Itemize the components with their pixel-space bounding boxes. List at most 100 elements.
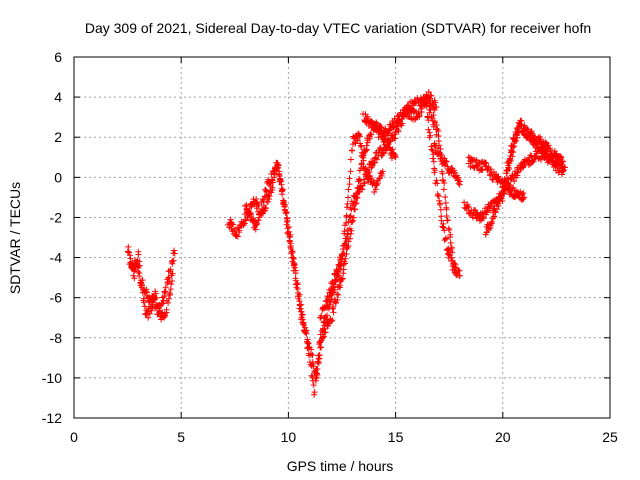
data-point: [428, 115, 435, 122]
data-point: [433, 121, 440, 128]
data-point: [155, 303, 162, 310]
data-point: [379, 168, 386, 175]
data-point: [163, 309, 170, 316]
data-point: [461, 199, 468, 206]
data-point: [514, 169, 521, 176]
data-point: [428, 146, 435, 153]
data-point: [520, 189, 527, 196]
data-point: [456, 178, 463, 185]
data-point: [152, 290, 159, 297]
data-point: [321, 325, 328, 332]
data-point: [424, 114, 431, 121]
data-point: [505, 159, 512, 166]
data-point: [335, 268, 342, 275]
data-point: [254, 220, 261, 227]
x-tick-label: 25: [602, 429, 618, 445]
data-point: [359, 186, 366, 193]
data-point: [300, 321, 307, 328]
data-point: [136, 270, 143, 277]
data-point: [511, 178, 518, 185]
data-points: [124, 88, 568, 398]
data-point: [324, 297, 331, 304]
data-point: [375, 125, 382, 132]
data-point: [378, 170, 385, 177]
data-point: [444, 163, 451, 170]
data-point: [344, 231, 351, 238]
data-point: [328, 318, 335, 325]
data-point: [296, 291, 303, 298]
data-point: [508, 149, 515, 156]
data-point: [322, 304, 329, 311]
data-point: [241, 220, 248, 227]
data-point: [141, 299, 148, 306]
data-point: [480, 215, 487, 222]
data-point: [320, 333, 327, 340]
data-point: [148, 307, 155, 314]
data-point: [438, 217, 445, 224]
data-point: [443, 204, 450, 211]
data-point: [408, 106, 415, 113]
data-point: [356, 176, 363, 183]
data-point: [423, 102, 430, 109]
data-point: [269, 184, 276, 191]
series-arc-4: [317, 130, 386, 321]
data-point: [316, 338, 323, 345]
data-point: [343, 251, 350, 258]
data-point: [255, 201, 262, 208]
data-point: [352, 201, 359, 208]
data-point: [265, 192, 272, 199]
data-point: [316, 352, 323, 359]
data-point: [170, 257, 177, 264]
data-point: [353, 190, 360, 197]
data-point: [542, 139, 549, 146]
data-point: [464, 201, 471, 208]
data-point: [330, 280, 337, 287]
data-point: [136, 262, 143, 269]
data-point: [559, 171, 566, 178]
data-point: [434, 180, 441, 187]
data-point: [430, 158, 437, 165]
data-point: [430, 112, 437, 119]
data-point: [331, 286, 338, 293]
data-point: [284, 217, 291, 224]
data-point: [504, 174, 511, 181]
data-point: [168, 281, 175, 288]
data-point: [262, 205, 269, 212]
data-point: [561, 164, 568, 171]
data-point: [358, 149, 365, 156]
data-point: [124, 248, 131, 255]
data-point: [443, 212, 450, 219]
data-point: [354, 184, 361, 191]
data-point: [508, 189, 515, 196]
x-tick-label: 5: [177, 429, 185, 445]
data-point: [395, 128, 402, 135]
data-point: [434, 145, 441, 152]
data-point: [465, 203, 472, 210]
data-point: [283, 218, 290, 225]
data-point: [281, 198, 288, 205]
data-point: [128, 259, 135, 266]
chart-title: Day 309 of 2021, Sidereal Day-to-day VTE…: [85, 20, 591, 36]
data-point: [372, 186, 379, 193]
data-point: [230, 221, 237, 228]
data-point: [313, 374, 320, 381]
y-tick-label: -10: [42, 370, 62, 386]
data-point: [338, 252, 345, 259]
data-point: [263, 188, 270, 195]
data-point: [370, 120, 377, 127]
data-point: [334, 291, 341, 298]
series-arc-7: [430, 140, 463, 188]
data-point: [318, 312, 325, 319]
data-point: [521, 194, 528, 201]
data-point: [378, 131, 385, 138]
data-point: [276, 172, 283, 179]
data-point: [149, 303, 156, 310]
data-point: [139, 289, 146, 296]
data-point: [288, 248, 295, 255]
data-point: [363, 146, 370, 153]
data-point: [308, 372, 315, 379]
data-point: [476, 160, 483, 167]
data-point: [375, 180, 382, 187]
data-point: [308, 361, 315, 368]
data-point: [447, 239, 454, 246]
